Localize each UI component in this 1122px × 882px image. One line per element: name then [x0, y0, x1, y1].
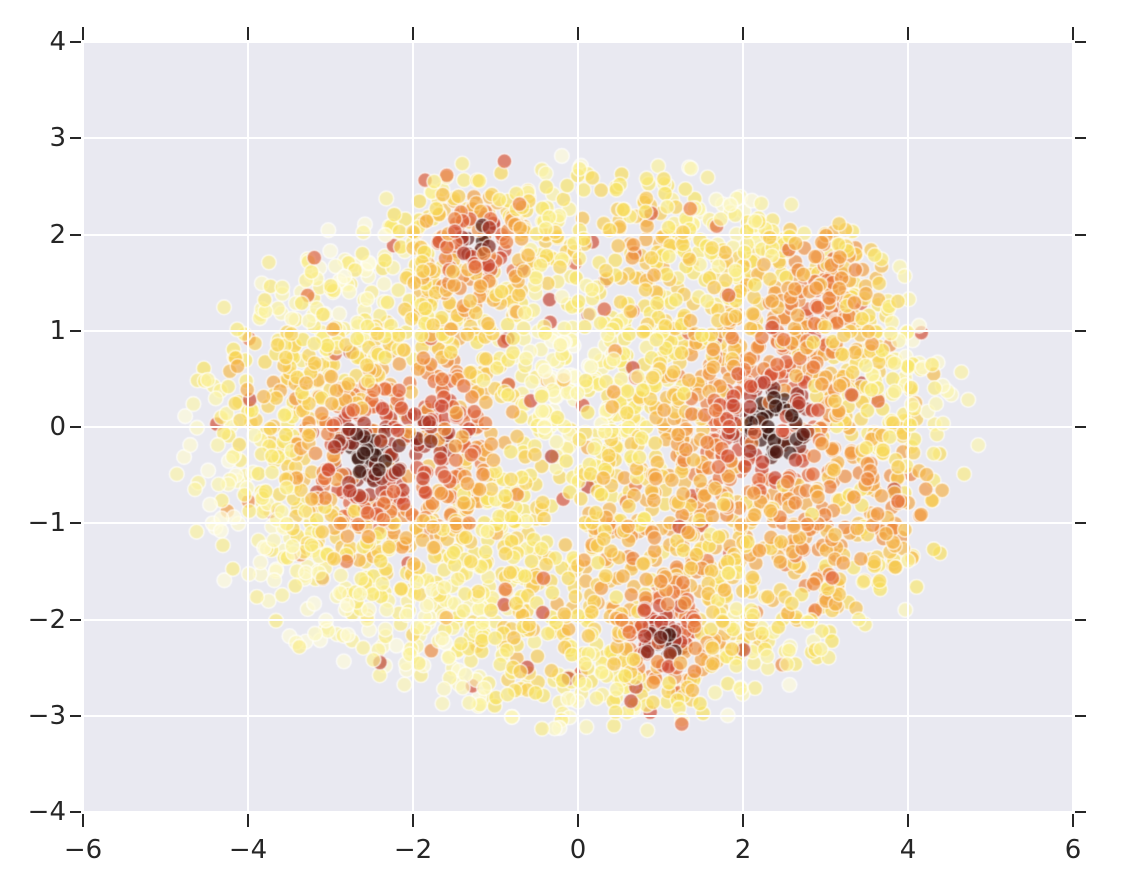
- x-tick-top: [247, 27, 249, 40]
- y-tick-left: [70, 329, 81, 332]
- x-tick-bottom: [577, 814, 579, 827]
- y-gridline: [83, 233, 1073, 236]
- y-tick-label: 2: [49, 219, 66, 250]
- y-tick-left: [70, 522, 81, 525]
- x-tick-top: [577, 27, 579, 40]
- y-gridline: [83, 714, 1073, 717]
- x-tick-bottom: [1072, 814, 1074, 827]
- y-tick-left: [70, 137, 81, 140]
- y-tick-right: [1075, 137, 1086, 140]
- y-gridline: [83, 329, 1073, 332]
- x-tick-top: [82, 27, 84, 40]
- y-tick-label: 4: [49, 27, 66, 57]
- y-gridline: [83, 811, 1073, 813]
- x-tick-top: [742, 27, 744, 40]
- x-tick-top: [412, 27, 414, 40]
- y-tick-right: [1075, 714, 1086, 717]
- y-tick-label: 3: [49, 123, 66, 154]
- x-tick-bottom: [247, 814, 249, 827]
- y-gridline: [83, 41, 1073, 43]
- y-tick-left: [70, 426, 81, 428]
- x-tick-label: −4: [228, 835, 268, 865]
- y-tick-right: [1075, 618, 1086, 621]
- x-tick-top: [907, 27, 909, 40]
- y-tick-label: −2: [27, 604, 66, 635]
- y-tick-label: 1: [49, 315, 66, 346]
- x-tick-label: 6: [1064, 835, 1082, 865]
- x-tick-label: −2: [393, 835, 433, 865]
- x-tick-label: −6: [63, 835, 103, 865]
- y-tick-label: 0: [49, 412, 66, 442]
- y-tick-right: [1075, 522, 1086, 525]
- y-tick-left: [70, 714, 81, 717]
- y-tick-label: −3: [27, 700, 66, 731]
- y-tick-right: [1075, 811, 1086, 813]
- y-tick-right: [1075, 233, 1086, 236]
- y-gridline: [83, 426, 1073, 428]
- x-tick-bottom: [82, 814, 84, 827]
- y-tick-right: [1075, 426, 1086, 428]
- x-tick-top: [1072, 27, 1074, 40]
- x-tick-bottom: [907, 814, 909, 827]
- y-tick-left: [70, 618, 81, 621]
- y-tick-label: −1: [27, 508, 66, 539]
- y-tick-left: [70, 811, 81, 813]
- y-tick-left: [70, 233, 81, 236]
- x-tick-label: 0: [569, 835, 587, 865]
- x-tick-label: 4: [899, 835, 917, 865]
- x-tick-label: 2: [734, 835, 752, 865]
- y-tick-right: [1075, 329, 1086, 332]
- y-tick-left: [70, 41, 81, 43]
- x-tick-bottom: [412, 814, 414, 827]
- y-tick-label: −4: [27, 797, 66, 827]
- y-gridline: [83, 522, 1073, 525]
- y-tick-right: [1075, 41, 1086, 43]
- y-gridline: [83, 137, 1073, 140]
- y-gridline: [83, 618, 1073, 621]
- x-gridline: [1072, 42, 1074, 812]
- x-tick-bottom: [742, 814, 744, 827]
